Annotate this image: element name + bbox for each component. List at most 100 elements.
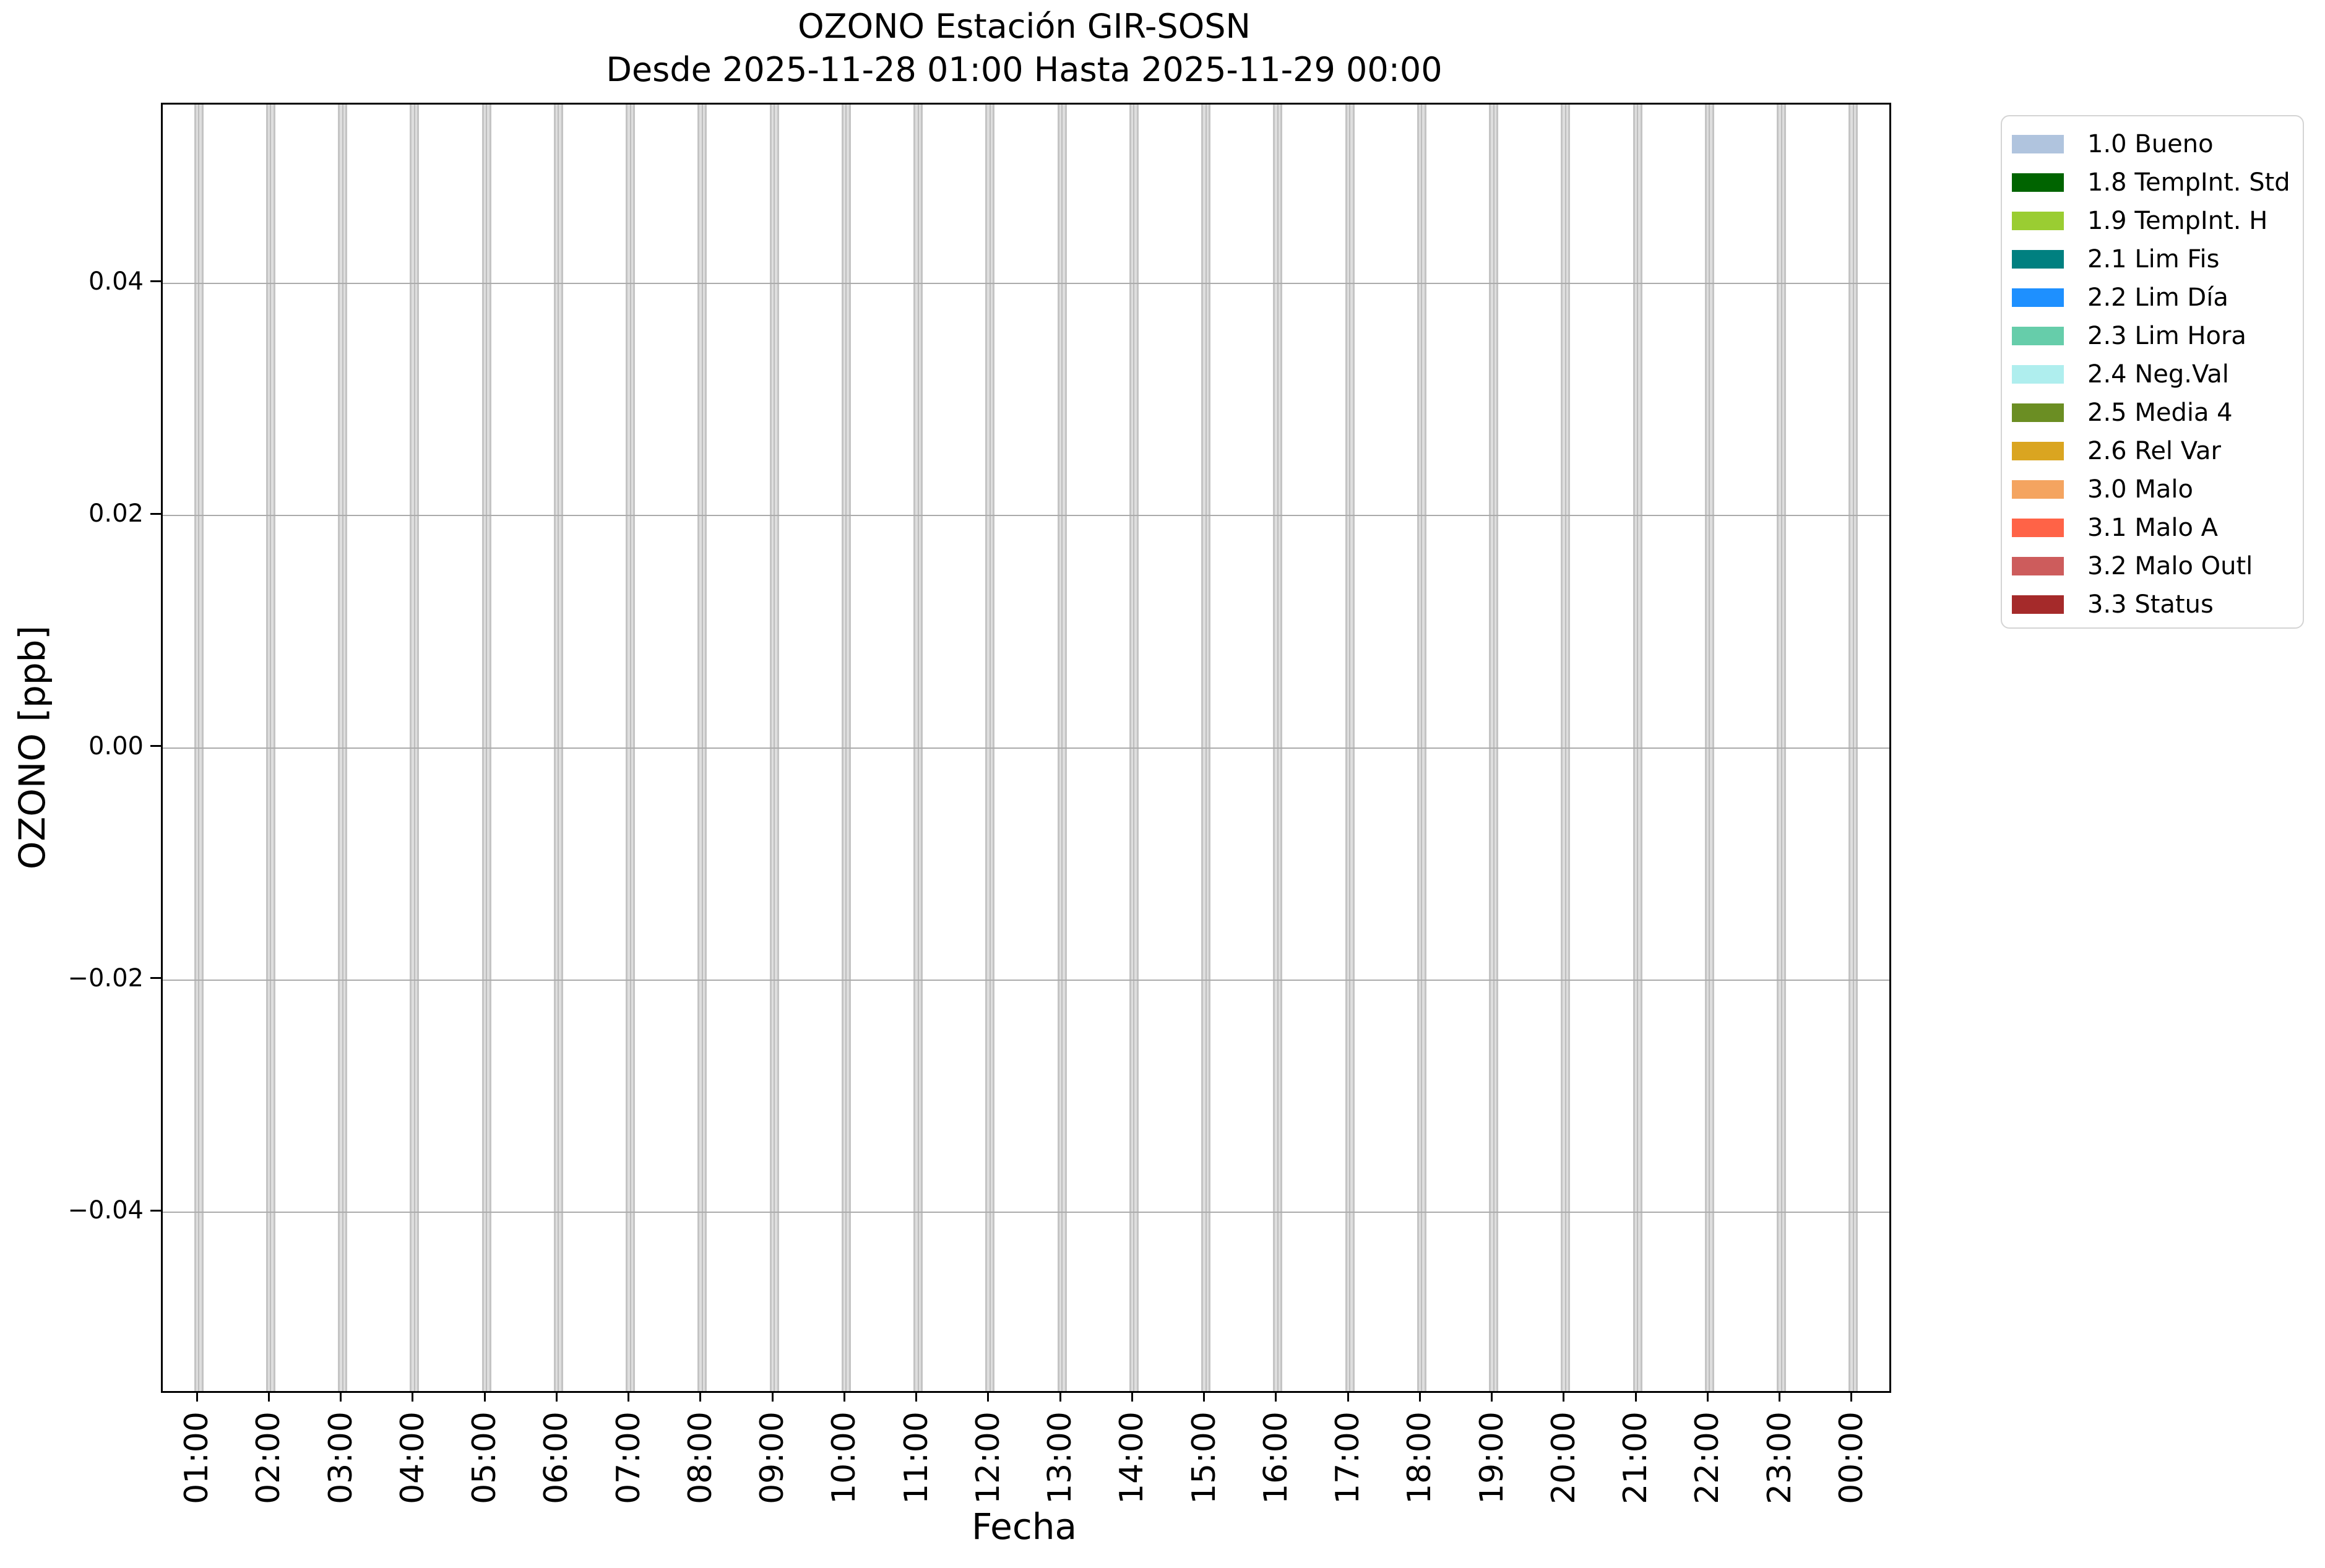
- y-tick-mark: [150, 1209, 161, 1212]
- x-tick-mark: [1563, 1391, 1565, 1402]
- x-tick-label: 01:00: [178, 1411, 216, 1504]
- x-tick-mark: [1706, 1391, 1709, 1402]
- x-tick-mark: [628, 1391, 630, 1402]
- y-tick-mark: [150, 977, 161, 980]
- legend-swatch: [2012, 442, 2064, 460]
- horizontal-gridline: [163, 979, 1889, 981]
- legend-row: 1.8 TempInt. Std: [2012, 163, 2303, 202]
- x-tick-mark: [1131, 1391, 1133, 1402]
- title-block: OZONO Estación GIR-SOSN Desde 2025-11-28…: [161, 5, 1887, 92]
- x-tick-label: 20:00: [1545, 1411, 1582, 1504]
- legend-label: 1.9 TempInt. H: [2087, 207, 2268, 235]
- horizontal-gridline: [163, 1212, 1889, 1213]
- x-tick-label: 18:00: [1401, 1411, 1439, 1504]
- x-tick-mark: [987, 1391, 990, 1402]
- x-tick-mark: [196, 1391, 198, 1402]
- x-tick-label: 02:00: [250, 1411, 288, 1504]
- x-tick-label: 07:00: [610, 1411, 647, 1504]
- legend-swatch: [2012, 403, 2064, 422]
- y-tick-mark: [150, 512, 161, 515]
- x-tick-label: 05:00: [466, 1411, 504, 1504]
- legend-swatch: [2012, 557, 2064, 575]
- legend-label: 3.0 Malo: [2087, 475, 2193, 504]
- y-axis-label: OZONO [ppb]: [11, 625, 53, 870]
- y-tick-mark: [150, 280, 161, 283]
- x-tick-label: 00:00: [1832, 1411, 1870, 1504]
- x-tick-label: 12:00: [969, 1411, 1007, 1504]
- legend-label: 3.2 Malo Outl: [2087, 552, 2253, 580]
- x-tick-label: 17:00: [1329, 1411, 1367, 1504]
- legend-row: 2.6 Rel Var: [2012, 432, 2303, 470]
- legend-row: 3.0 Malo: [2012, 470, 2303, 509]
- legend-label: 2.4 Neg.Val: [2087, 360, 2229, 389]
- legend-label: 2.1 Lim Fis: [2087, 245, 2220, 274]
- legend-swatch: [2012, 365, 2064, 384]
- legend-swatch: [2012, 250, 2064, 269]
- x-tick-label: 21:00: [1617, 1411, 1655, 1504]
- y-tick-label: 0.02: [88, 499, 144, 528]
- x-tick-mark: [1779, 1391, 1781, 1402]
- legend-swatch: [2012, 519, 2064, 537]
- x-tick-label: 16:00: [1257, 1411, 1295, 1504]
- y-tick-mark: [150, 745, 161, 747]
- x-tick-mark: [1059, 1391, 1061, 1402]
- x-tick-mark: [1634, 1391, 1637, 1402]
- x-tick-label: 03:00: [322, 1411, 360, 1504]
- y-tick-label: 0.04: [88, 267, 144, 296]
- x-tick-mark: [1850, 1391, 1853, 1402]
- legend-swatch: [2012, 327, 2064, 345]
- x-tick-label: 23:00: [1761, 1411, 1798, 1504]
- legend-row: 3.1 Malo A: [2012, 509, 2303, 547]
- x-tick-mark: [267, 1391, 270, 1402]
- legend-swatch: [2012, 212, 2064, 230]
- legend-row: 2.1 Lim Fis: [2012, 240, 2303, 278]
- x-tick-mark: [1275, 1391, 1277, 1402]
- legend-row: 3.3 Status: [2012, 585, 2303, 624]
- x-axis-label: Fecha: [971, 1506, 1077, 1548]
- x-tick-label: 11:00: [897, 1411, 935, 1504]
- legend-label: 2.3 Lim Hora: [2087, 322, 2246, 350]
- legend-row: 3.2 Malo Outl: [2012, 547, 2303, 585]
- legend-row: 2.4 Neg.Val: [2012, 355, 2303, 394]
- horizontal-gridline: [163, 282, 1889, 284]
- legend-box: 1.0 Bueno 1.8 TempInt. Std 1.9 TempInt. H 2…: [2001, 115, 2304, 629]
- x-tick-mark: [555, 1391, 558, 1402]
- legend-label: 2.5 Media 4: [2087, 398, 2233, 427]
- legend-row: 2.3 Lim Hora: [2012, 317, 2303, 355]
- legend-row: 2.2 Lim Día: [2012, 278, 2303, 317]
- legend-label: 1.8 TempInt. Std: [2087, 168, 2290, 197]
- x-tick-mark: [1203, 1391, 1206, 1402]
- legend-row: 2.5 Media 4: [2012, 394, 2303, 432]
- legend-swatch: [2012, 480, 2064, 499]
- chart-title: OZONO Estación GIR-SOSN: [798, 7, 1251, 46]
- chart-subtitle: Desde 2025-11-28 01:00 Hasta 2025-11-29 …: [606, 50, 1443, 89]
- y-tick-label: −0.02: [67, 963, 144, 993]
- x-tick-label: 06:00: [538, 1411, 576, 1504]
- x-tick-label: 14:00: [1113, 1411, 1151, 1504]
- x-tick-mark: [412, 1391, 414, 1402]
- x-tick-label: 13:00: [1042, 1411, 1079, 1504]
- x-tick-mark: [699, 1391, 702, 1402]
- legend-row: 1.0 Bueno: [2012, 125, 2303, 163]
- y-tick-label: 0.00: [88, 731, 144, 760]
- legend-swatch: [2012, 135, 2064, 153]
- legend-label: 1.0 Bueno: [2087, 130, 2214, 158]
- legend-swatch: [2012, 595, 2064, 614]
- x-tick-label: 15:00: [1185, 1411, 1223, 1504]
- x-tick-label: 08:00: [681, 1411, 719, 1504]
- x-tick-mark: [771, 1391, 774, 1402]
- legend-label: 3.3 Status: [2087, 590, 2214, 619]
- x-tick-label: 10:00: [826, 1411, 863, 1504]
- x-tick-mark: [483, 1391, 486, 1402]
- horizontal-gridline: [163, 747, 1889, 749]
- horizontal-gridline: [163, 515, 1889, 517]
- legend-label: 3.1 Malo A: [2087, 514, 2219, 542]
- x-tick-mark: [340, 1391, 342, 1402]
- x-tick-label: 04:00: [394, 1411, 431, 1504]
- x-tick-mark: [843, 1391, 845, 1402]
- x-tick-label: 22:00: [1689, 1411, 1727, 1504]
- x-tick-label: 19:00: [1473, 1411, 1511, 1504]
- legend-row: 1.9 TempInt. H: [2012, 202, 2303, 240]
- plot-area: [161, 103, 1891, 1393]
